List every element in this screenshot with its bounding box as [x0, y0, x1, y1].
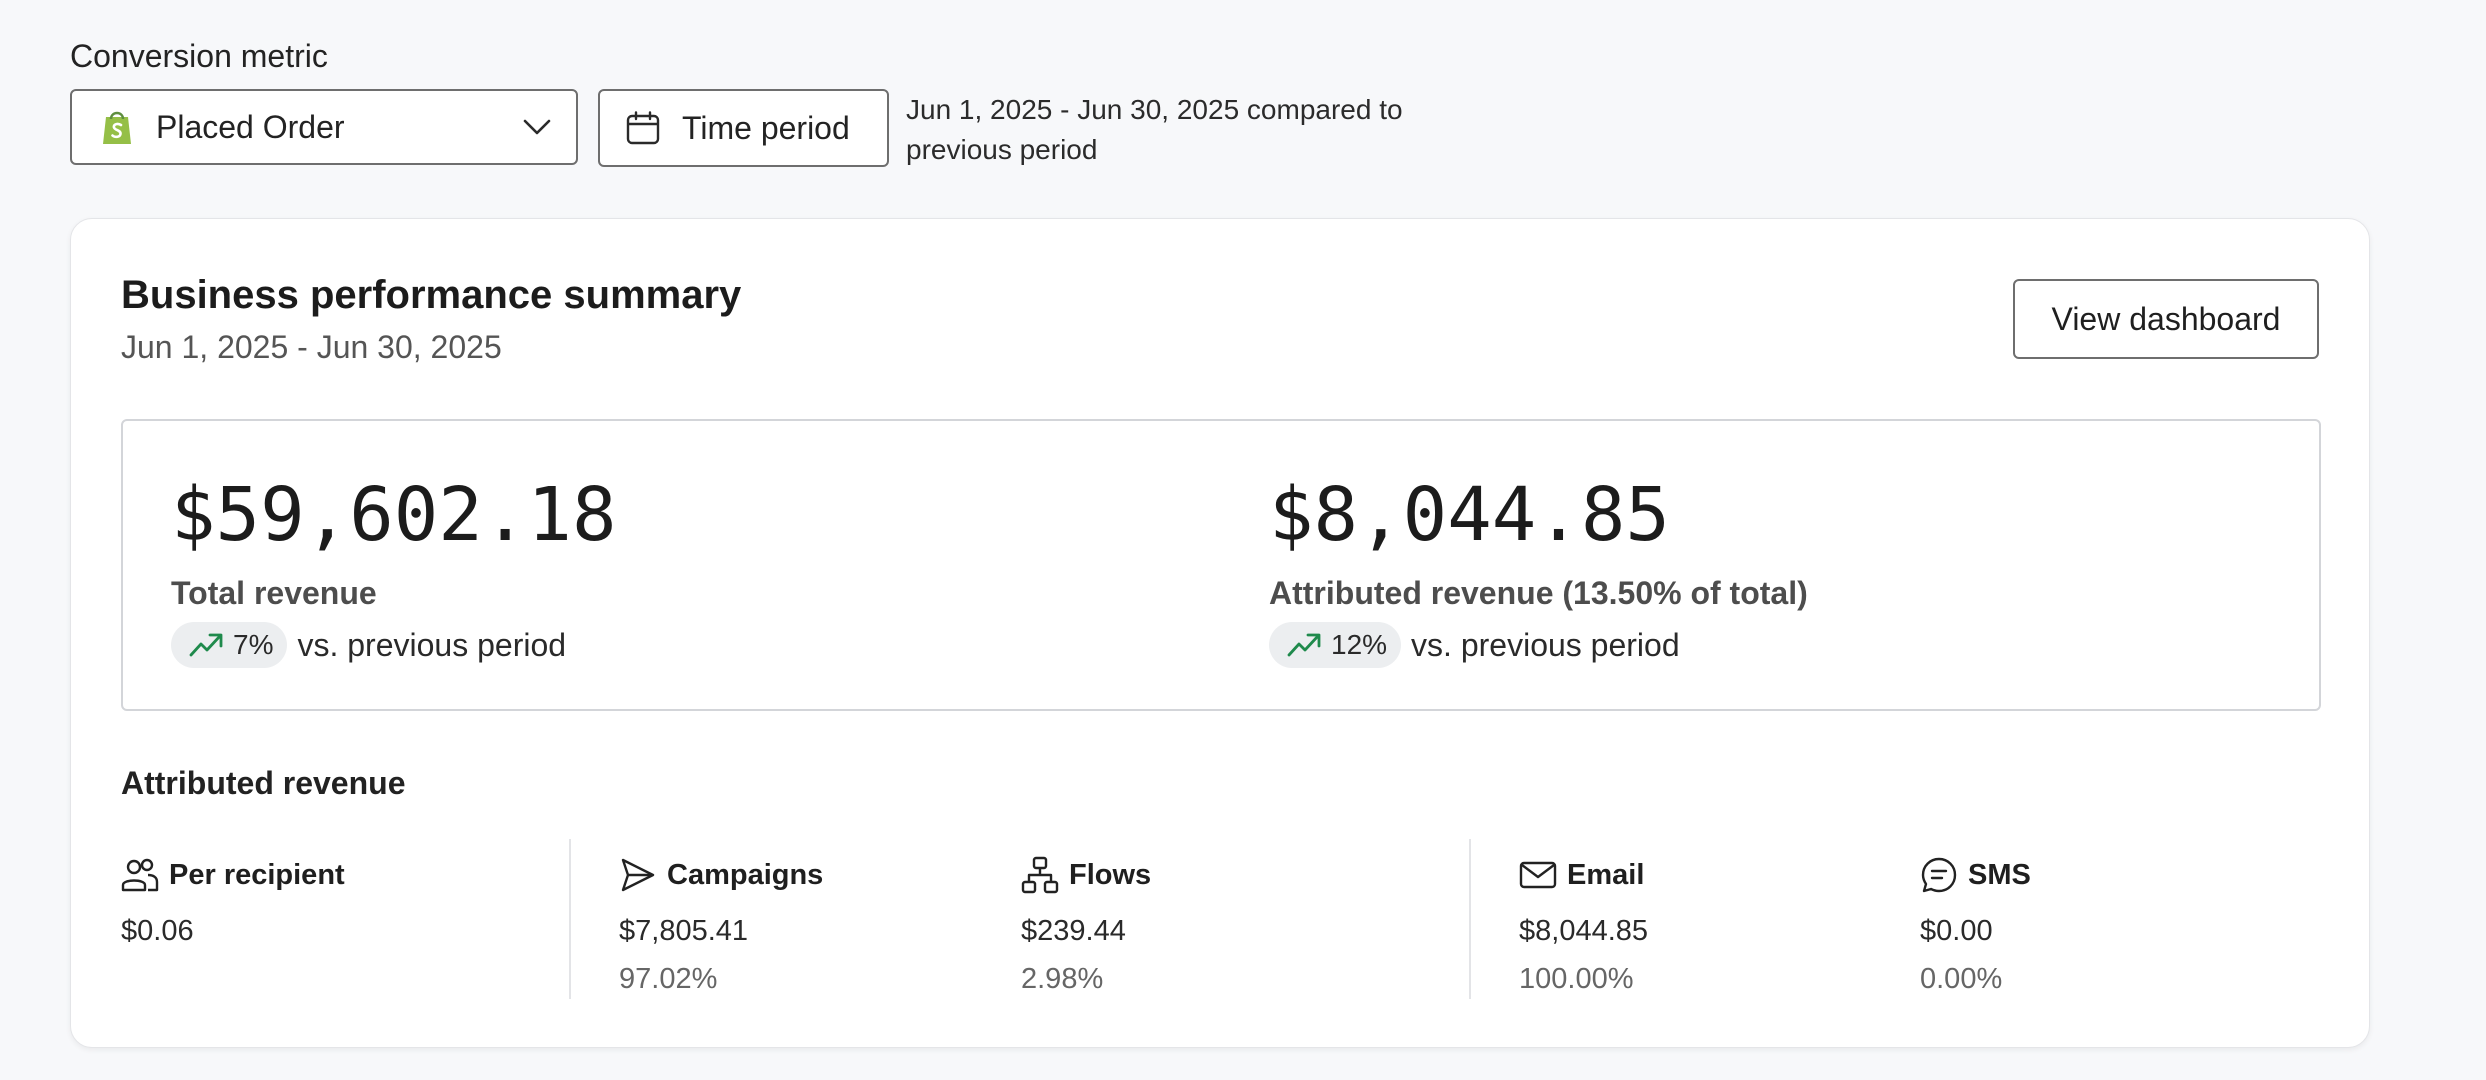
conversion-metric-label: Conversion metric: [70, 38, 328, 74]
stat-value: $8,044.85: [1519, 915, 1649, 947]
change-percent: 7%: [233, 629, 274, 660]
time-period-description: Jun 1, 2025 - Jun 30, 2025 compared to p…: [906, 94, 1403, 165]
compare-text: vs. previous period: [297, 626, 567, 663]
stat-value: $239.44: [1021, 915, 1126, 947]
conversion-metric-select[interactable]: Placed Order: [70, 89, 578, 165]
change-badge: 7%: [171, 622, 288, 668]
stat-campaigns: Campaigns $7,805.41 97.02%: [619, 855, 823, 999]
total-revenue-value: $59,602.18: [171, 472, 617, 558]
stat-sms: SMS $0.00 0.00%: [1920, 855, 2031, 999]
business-performance-card: Business performance summary Jun 1, 2025…: [70, 218, 2370, 1048]
time-period-label: Time period: [682, 109, 850, 146]
flow-icon: [1021, 856, 1059, 894]
users-icon: [121, 856, 159, 894]
calendar-icon: [626, 111, 660, 145]
trending-up-icon: [1287, 628, 1321, 662]
divider: [1469, 839, 1471, 999]
stat-name: SMS: [1968, 858, 2031, 891]
summary-date-range: Jun 1, 2025 - Jun 30, 2025: [121, 329, 502, 365]
stat-value: $7,805.41: [619, 915, 749, 947]
compare-text: vs. previous period: [1411, 626, 1680, 663]
chevron-down-icon: [522, 112, 552, 142]
stat-percent: [121, 963, 345, 999]
stat-percent: 2.98%: [1021, 963, 1104, 995]
stat-percent: 0.00%: [1920, 963, 2003, 995]
mail-icon: [1519, 856, 1557, 894]
attributed-revenue-compare: 12% vs. previous period: [1269, 622, 1808, 668]
stat-flows: Flows $239.44 2.98%: [1021, 855, 1151, 999]
change-percent: 12%: [1331, 629, 1388, 660]
trending-up-icon: [189, 628, 223, 662]
summary-title: Business performance summary: [121, 273, 742, 317]
stat-per-recipient: Per recipient $0.06: [121, 855, 345, 999]
attributed-revenue-label: Attributed revenue (13.50% of total): [1269, 575, 1808, 611]
total-revenue-label: Total revenue: [171, 575, 377, 611]
divider: [569, 839, 571, 999]
stat-percent: 100.00%: [1519, 963, 1634, 995]
time-period-button[interactable]: Time period: [598, 89, 889, 167]
attributed-revenue-value: $8,044.85: [1269, 472, 1670, 558]
change-badge: 12%: [1269, 622, 1402, 668]
sms-icon: [1920, 856, 1958, 894]
stat-email: Email $8,044.85 100.00%: [1519, 855, 1648, 999]
attributed-revenue-heading: Attributed revenue: [121, 765, 406, 801]
stat-value: $0.06: [121, 915, 194, 947]
send-icon: [619, 856, 657, 894]
total-revenue-compare: 7% vs. previous period: [171, 622, 617, 668]
attributed-revenue-block: $8,044.85 Attributed revenue (13.50% of …: [1269, 473, 1808, 668]
shopify-bag-icon: [100, 108, 134, 146]
revenue-totals-box: $59,602.18 Total revenue 7% vs. previous…: [121, 419, 2321, 711]
conversion-metric-value: Placed Order: [156, 108, 345, 145]
stat-name: Per recipient: [169, 858, 345, 891]
stat-percent: 97.02%: [619, 963, 718, 995]
stat-name: Campaigns: [667, 858, 824, 891]
stat-value: $0.00: [1920, 915, 1993, 947]
total-revenue-block: $59,602.18 Total revenue 7% vs. previous…: [171, 473, 617, 668]
view-dashboard-button[interactable]: View dashboard: [2013, 279, 2319, 359]
stat-name: Email: [1567, 858, 1645, 891]
stat-name: Flows: [1069, 858, 1152, 891]
